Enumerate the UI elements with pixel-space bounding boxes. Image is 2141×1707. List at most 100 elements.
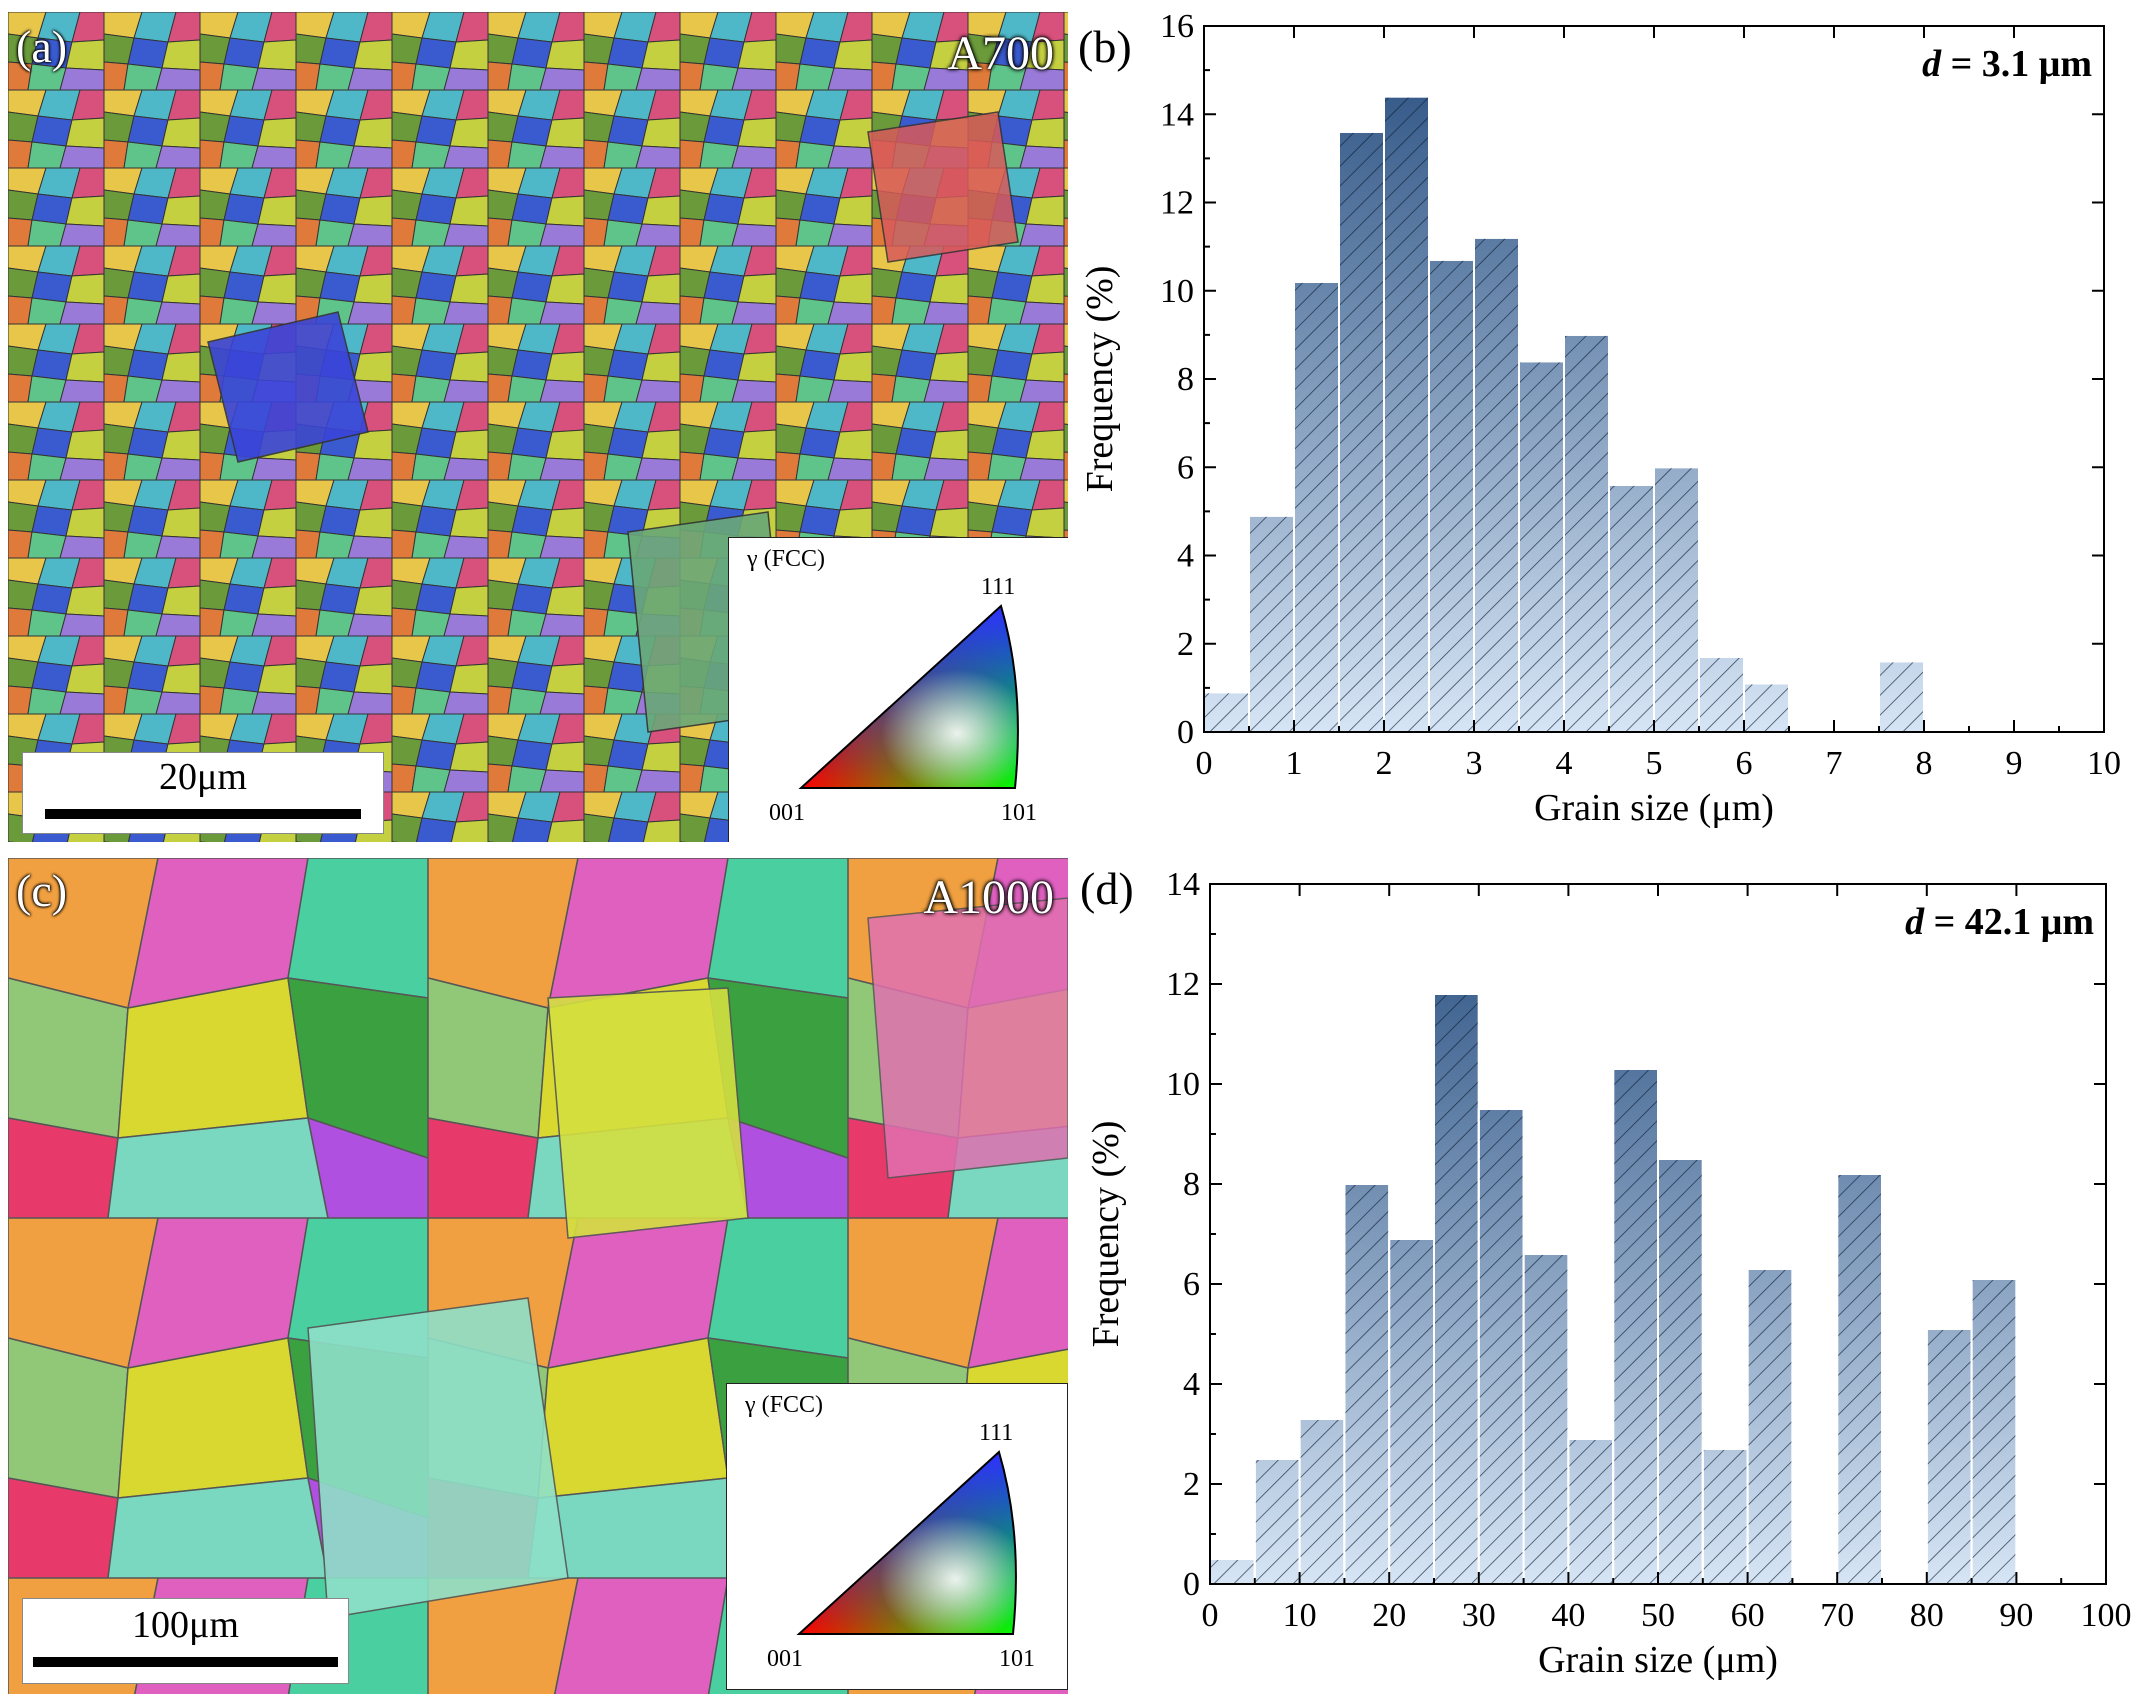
x-tick-label: 80 (1910, 1597, 1944, 1634)
y-tick-label: 12 (1166, 966, 1200, 1003)
x-tick-label: 20 (1372, 1597, 1406, 1634)
x-tick-label: 30 (1462, 1597, 1496, 1634)
y-tick-label: 10 (1160, 273, 1194, 310)
panel-label-a: (a) (16, 21, 68, 72)
y-axis-label: Frequency (%) (1079, 266, 1121, 493)
bar-9 (1612, 1068, 1660, 1585)
ebsd-map-a700: (a) A700 20μm γ (FCC) (8, 12, 1068, 842)
bar-5 (1428, 258, 1475, 733)
x-tick-label: 4 (1556, 745, 1573, 782)
histogram-b: 0 1 2 3 4 5 6 7 8 9 10 0 2 4 6 8 10 12 14 16 Grain size (μm)… (1070, 0, 2141, 856)
panel-label-c: (c) (16, 865, 68, 916)
bar-11 (1698, 655, 1745, 733)
bar-12 (1746, 1268, 1794, 1585)
y-tick-label: 0 (1177, 714, 1194, 751)
bar-1 (1248, 514, 1295, 733)
bar-10 (1653, 466, 1700, 733)
y-tick-label: 14 (1160, 96, 1194, 133)
y-tick-label: 4 (1183, 1366, 1200, 1403)
bar-4 (1388, 1238, 1436, 1585)
bar-6 (1473, 236, 1520, 734)
ebsd-map-a1000: (c) A1000 100μm γ (FCC) 111 001 101 (8, 858, 1068, 1694)
scale-bar-line-a (45, 809, 361, 819)
histogram-d: 0 10 20 30 40 50 60 70 80 90 100 0 2 4 6 8 10 12 14 Grain s… (1070, 856, 2141, 1702)
bar-12 (1743, 682, 1790, 734)
x-tick-label: 10 (2087, 745, 2121, 782)
x-tick-label: 1 (1286, 745, 1303, 782)
bar-16 (1925, 1328, 1973, 1585)
y-tick-label: 0 (1183, 1566, 1200, 1603)
x-tick-label: 7 (1826, 745, 1843, 782)
bar-7 (1522, 1253, 1570, 1585)
x-tick-label: 0 (1202, 1597, 1219, 1634)
x-tick-label: 0 (1196, 745, 1213, 782)
bar-8 (1563, 333, 1610, 733)
y-tick-label: 10 (1166, 1066, 1200, 1103)
sample-label-a700: A700 (947, 27, 1054, 80)
x-tick-label: 6 (1736, 745, 1753, 782)
y-tick-label: 8 (1177, 361, 1194, 398)
bar-15 (1878, 660, 1925, 734)
bar-3 (1338, 130, 1385, 733)
scale-bar-c: 100μm (22, 1598, 349, 1684)
ipf-label-111-a: 111 (981, 574, 1016, 600)
bar-3 (1343, 1183, 1391, 1585)
x-tick-label: 90 (1999, 1597, 2033, 1634)
y-tick-label: 6 (1183, 1266, 1200, 1303)
y-tick-label: 8 (1183, 1166, 1200, 1203)
ipf-triangle-a (798, 604, 1019, 789)
ipf-triangle-c (796, 1450, 1017, 1635)
bar-7 (1518, 360, 1565, 733)
ipf-label-111-c: 111 (979, 1420, 1014, 1446)
mean-grain-size-annotation: d = 3.1 μm (1922, 43, 2092, 85)
ipf-title-a: γ (FCC) (747, 546, 825, 572)
bar-14 (1836, 1173, 1884, 1585)
x-tick-label: 40 (1551, 1597, 1585, 1634)
y-tick-label: 16 (1160, 8, 1194, 45)
bar-5 (1433, 993, 1480, 1585)
x-tick-label: 8 (1916, 745, 1933, 782)
y-tick-label: 6 (1177, 449, 1194, 486)
bar-17 (1970, 1278, 2018, 1585)
scale-bar-a: 20μm (22, 752, 384, 834)
scale-bar-label-c: 100μm (132, 1604, 239, 1646)
scale-bar-label-a: 20μm (159, 756, 247, 798)
bar-0 (1203, 691, 1250, 733)
ipf-legend-c: γ (FCC) 111 001 101 (726, 1383, 1068, 1690)
bar-2 (1293, 280, 1340, 733)
y-tick-label: 2 (1183, 1466, 1200, 1503)
histogram-d-svg: 0 10 20 30 40 50 60 70 80 90 100 0 2 4 6 8 10 12 14 Grain s… (1085, 866, 2132, 1681)
bar-1 (1253, 1458, 1301, 1585)
y-tick-label: 4 (1177, 538, 1194, 575)
x-tick-label: 70 (1820, 1597, 1854, 1634)
bar-4 (1383, 95, 1430, 734)
ipf-label-101-c: 101 (999, 1646, 1035, 1672)
ipf-title-c: γ (FCC) (745, 1392, 823, 1418)
x-axis-label: Grain size (μm) (1534, 787, 1774, 829)
y-tick-label: 14 (1166, 866, 1200, 903)
ipf-label-001-c: 001 (767, 1646, 803, 1672)
bar-8 (1567, 1438, 1615, 1585)
x-tick-label: 100 (2081, 1597, 2132, 1634)
panel-label-b: (b) (1078, 21, 1132, 72)
bar-11 (1701, 1448, 1749, 1585)
bar-10 (1657, 1158, 1704, 1585)
ipf-legend-a: γ (FCC) 111 001 (728, 537, 1068, 842)
bar-9 (1608, 483, 1655, 733)
ipf-label-001-a: 001 (769, 800, 805, 826)
panel-label-d: (d) (1080, 863, 1134, 914)
x-tick-label: 50 (1641, 1597, 1675, 1634)
x-tick-label: 5 (1646, 745, 1663, 782)
bar-2 (1298, 1418, 1346, 1585)
x-axis-label: Grain size (μm) (1538, 1639, 1778, 1681)
ipf-label-101-a: 101 (1001, 800, 1037, 826)
sample-label-a1000: A1000 (923, 871, 1054, 924)
mean-grain-size-annotation: d = 42.1 μm (1905, 901, 2094, 943)
x-tick-label: 3 (1466, 745, 1483, 782)
bar-0 (1209, 1558, 1256, 1585)
bar-6 (1477, 1108, 1525, 1585)
x-tick-label: 60 (1731, 1597, 1765, 1634)
x-tick-label: 2 (1376, 745, 1393, 782)
y-axis-label: Frequency (%) (1085, 1121, 1127, 1348)
